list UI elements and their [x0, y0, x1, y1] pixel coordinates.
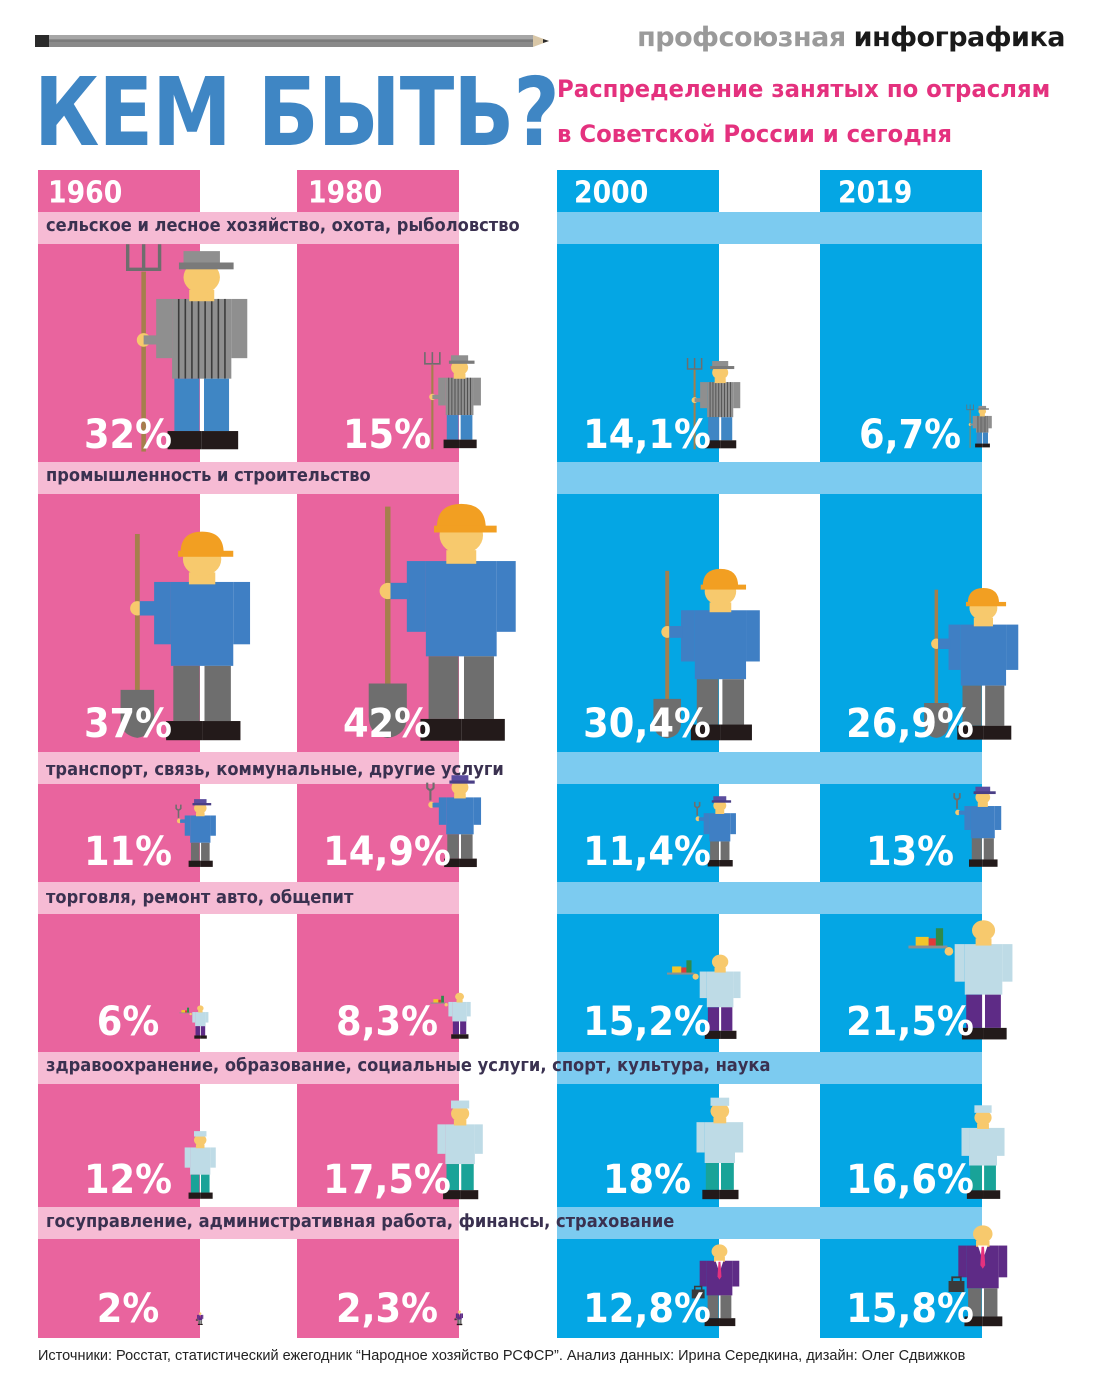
value-label: 14,1% — [583, 412, 711, 458]
value-label: 2% — [96, 1286, 160, 1332]
value-label: 8,3% — [335, 999, 439, 1045]
band-today — [557, 462, 982, 494]
value-label: 42% — [342, 701, 432, 747]
sector-label: промышленность и строительство — [46, 466, 371, 486]
value-label: 2,3% — [335, 1286, 439, 1332]
value-label: 32% — [83, 412, 173, 458]
band-soviet — [38, 212, 459, 244]
value-label: 12% — [83, 1157, 173, 1203]
value-label: 21,5% — [846, 999, 974, 1045]
page-title: КЕМ БЫТЬ? — [34, 58, 560, 168]
value-label: 16,6% — [846, 1157, 974, 1203]
sector-label: здравоохранение, образование, социальные… — [46, 1056, 771, 1076]
band-today — [557, 1207, 982, 1239]
value-label: 15% — [342, 412, 432, 458]
year-label: 1980 — [308, 174, 383, 210]
value-label: 14,9% — [323, 829, 451, 875]
sector-label: торговля, ремонт авто, общепит — [46, 888, 354, 908]
sector-label: транспорт, связь, коммунальные, другие у… — [46, 760, 504, 780]
value-label: 12,8% — [583, 1286, 711, 1332]
year-label: 2000 — [574, 174, 649, 210]
band-today — [557, 212, 982, 244]
year-label: 1960 — [48, 174, 123, 210]
band-today — [557, 882, 982, 914]
pencil-icon — [35, 35, 549, 47]
value-label: 17,5% — [323, 1157, 451, 1203]
value-label: 37% — [83, 701, 173, 747]
band-soviet — [38, 752, 459, 784]
band-soviet — [38, 462, 459, 494]
value-label: 30,4% — [583, 701, 711, 747]
brand-left: профсоюзная — [637, 22, 846, 53]
value-label: 15,2% — [583, 999, 711, 1045]
sector-label: госуправление, административная работа, … — [46, 1212, 675, 1232]
brand-logo: профсоюзная инфографика — [560, 22, 1065, 58]
band-soviet — [38, 882, 459, 914]
value-label: 26,9% — [846, 701, 974, 747]
subtitle-line-2: в Советской России и сегодня — [557, 120, 953, 148]
value-label: 11,4% — [583, 829, 711, 875]
subtitle-line-1: Распределение занятых по отраслям — [557, 75, 1051, 103]
brand-right: инфографика — [853, 22, 1066, 53]
value-label: 13% — [865, 829, 955, 875]
band-soviet — [38, 1207, 459, 1239]
value-label: 11% — [83, 829, 173, 875]
value-label: 6% — [96, 999, 160, 1045]
band-today — [557, 752, 982, 784]
year-label: 2019 — [838, 174, 913, 210]
source-note: Источники: Росстат, статистический ежего… — [38, 1348, 966, 1364]
value-label: 6,7% — [858, 412, 962, 458]
value-label: 18% — [602, 1157, 692, 1203]
value-label: 15,8% — [846, 1286, 974, 1332]
sector-label: сельское и лесное хозяйство, охота, рыбо… — [46, 216, 520, 236]
band-soviet — [38, 1052, 459, 1084]
band-today — [557, 1052, 982, 1084]
